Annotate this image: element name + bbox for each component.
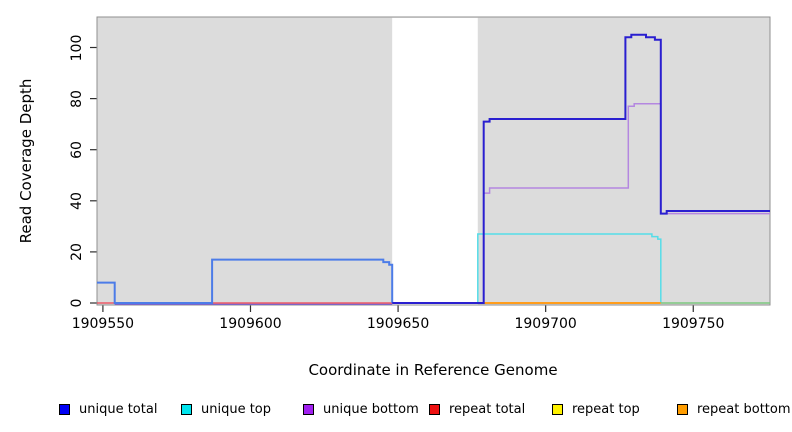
- y-tick-label: 80: [69, 89, 85, 108]
- legend-item-unique-total: unique total: [59, 399, 157, 419]
- legend: unique total unique top unique bottom repea…: [0, 399, 792, 419]
- y-tick-label: 100: [69, 34, 85, 61]
- legend-item-repeat-total: repeat total: [429, 399, 525, 419]
- coverage-gap-region: [392, 17, 478, 305]
- legend-item-unique-top: unique top: [181, 399, 271, 419]
- legend-swatch-icon: [677, 403, 688, 415]
- legend-item-unique-bottom: unique bottom: [303, 399, 419, 419]
- series-line-unique-top: [477, 233, 662, 303]
- legend-label: repeat bottom: [697, 401, 791, 417]
- y-tick-label: 60: [69, 140, 85, 159]
- legend-swatch-icon: [181, 403, 192, 415]
- legend-label: unique bottom: [323, 401, 419, 417]
- legend-swatch-icon: [552, 403, 563, 415]
- y-tick-label: 20: [69, 242, 85, 261]
- series-line-unique-total-left: [97, 258, 394, 304]
- legend-label: repeat total: [449, 401, 526, 417]
- y-tick-label: 0: [69, 298, 85, 308]
- x-axis-title: Coordinate in Reference Genome: [308, 361, 558, 379]
- legend-label: unique total: [79, 401, 158, 417]
- legend-item-repeat-bottom: repeat bottom: [677, 399, 791, 419]
- x-tick-label: 1909750: [662, 316, 725, 332]
- legend-label: unique top: [201, 401, 272, 417]
- x-tick-label: 1909650: [366, 316, 430, 332]
- legend-swatch-icon: [59, 403, 70, 415]
- legend-swatch-icon: [303, 403, 314, 415]
- x-tick-label: 1909600: [219, 316, 282, 332]
- y-tick-label: 40: [69, 191, 85, 210]
- x-tick-label: 1909700: [514, 316, 577, 332]
- legend-item-repeat-top: repeat top: [552, 399, 640, 419]
- series-line-unique-total: [392, 33, 770, 304]
- legend-swatch-icon: [429, 403, 440, 415]
- y-axis-title: Read Coverage Depth: [17, 78, 35, 244]
- x-tick-label: 1909550: [71, 316, 135, 332]
- legend-label: repeat top: [572, 401, 640, 417]
